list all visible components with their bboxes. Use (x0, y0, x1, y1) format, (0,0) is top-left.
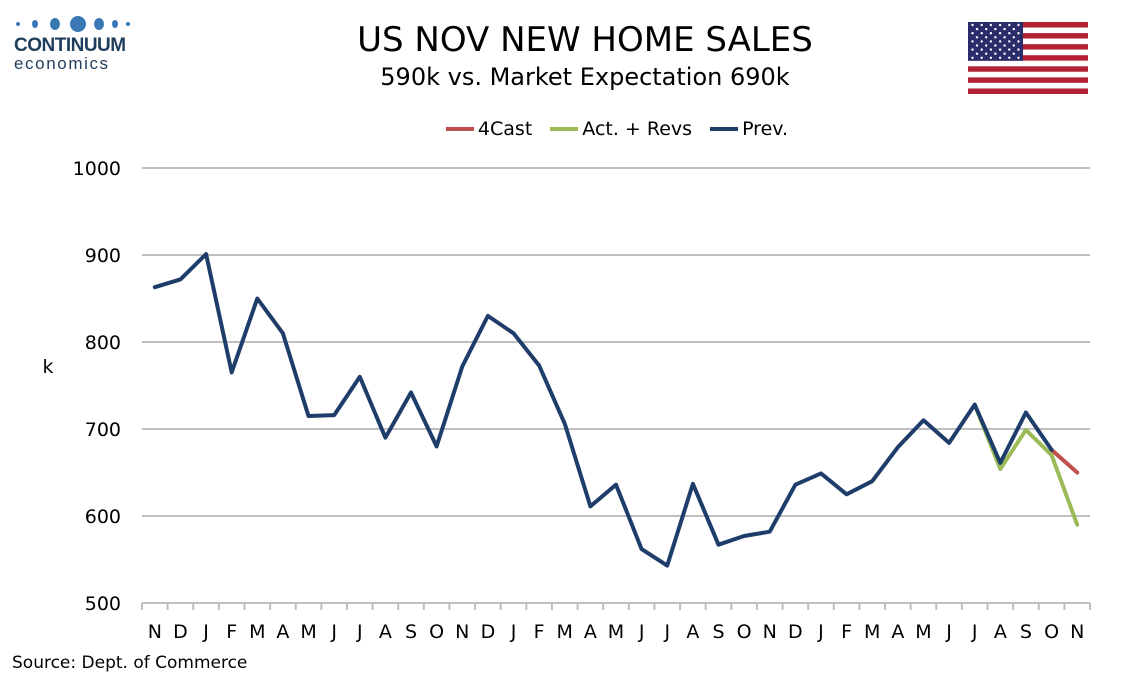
series-line-0 (1049, 447, 1080, 475)
logo-subtitle: economics (14, 54, 110, 73)
x-tick-label: M (300, 621, 316, 643)
x-tick-label: A (584, 621, 597, 643)
y-tick-label: 600 (85, 506, 121, 528)
x-tick-label: J (638, 621, 645, 643)
x-tick-label: F (226, 621, 237, 643)
x-tick-label: O (737, 621, 752, 643)
x-tick-label: A (276, 621, 289, 643)
x-tick-label: A (891, 621, 904, 643)
x-tick-label: A (686, 621, 699, 643)
legend-swatch (710, 127, 739, 131)
legend-label: Act. + Revs (582, 118, 693, 140)
x-tick-label: N (455, 621, 469, 643)
x-tick-label: D (173, 621, 188, 643)
source-note: Source: Dept. of Commerce (12, 653, 248, 673)
y-axis-label: k (42, 356, 53, 378)
x-tick-label: O (429, 621, 444, 643)
x-tick-label: J (356, 621, 363, 643)
x-tick-label: M (864, 621, 880, 643)
x-tick-label: J (663, 621, 670, 643)
x-tick-label: J (971, 621, 978, 643)
x-tick-label: J (945, 621, 952, 643)
legend-label: 4Cast (477, 118, 533, 140)
chart-title: US NOV NEW HOME SALES (357, 20, 813, 60)
x-tick-label: J (202, 621, 209, 643)
legend-swatch (550, 127, 579, 131)
y-axis: 500 600 700 800 900 1000 (73, 158, 121, 615)
series-line-2 (152, 252, 1054, 568)
chart-subtitle: 590k vs. Market Expectation 690k (380, 63, 790, 91)
x-tick-label: N (1070, 621, 1084, 643)
legend-item: Act. + Revs (550, 118, 692, 140)
y-tick-label: 800 (85, 332, 121, 354)
x-tick-label: D (788, 621, 803, 643)
series-line-1 (972, 402, 1080, 527)
x-tick-label: M (557, 621, 573, 643)
x-tick-label: O (1044, 621, 1059, 643)
x-tick-label: F (841, 621, 852, 643)
legend-item: 4Cast (445, 118, 533, 140)
y-tick-label: 900 (85, 245, 121, 267)
series-lines (152, 252, 1080, 568)
x-tick-label: A (379, 621, 392, 643)
logo-dots-icon (14, 14, 134, 34)
legend-item: Prev. (710, 118, 788, 140)
us-flag-icon (968, 22, 1088, 94)
x-tick-label: D (481, 621, 496, 643)
x-tick-label: S (712, 621, 724, 643)
x-tick-label: M (249, 621, 265, 643)
x-tick-label: M (915, 621, 931, 643)
logo-name: CONTINUUM (14, 35, 126, 56)
x-tick-label: F (534, 621, 545, 643)
x-tick-label: M (608, 621, 624, 643)
x-tick-label: J (510, 621, 517, 643)
x-tick-label: S (1020, 621, 1032, 643)
y-tick-label: 1000 (73, 158, 121, 180)
y-tick-label: 700 (85, 419, 121, 441)
x-tick-label: N (148, 621, 162, 643)
x-tick-label: J (330, 621, 337, 643)
legend-label: Prev. (742, 118, 789, 140)
legend-swatch (445, 127, 474, 131)
continuum-logo: CONTINUUM economics (14, 14, 134, 72)
x-tick-label: S (405, 621, 417, 643)
x-tick-label: N (763, 621, 777, 643)
x-tick-label: J (817, 621, 824, 643)
x-tick-label: A (994, 621, 1007, 643)
chart-legend: 4Cast Act. + Revs Prev. (0, 118, 1134, 140)
y-tick-label: 500 (85, 593, 121, 615)
